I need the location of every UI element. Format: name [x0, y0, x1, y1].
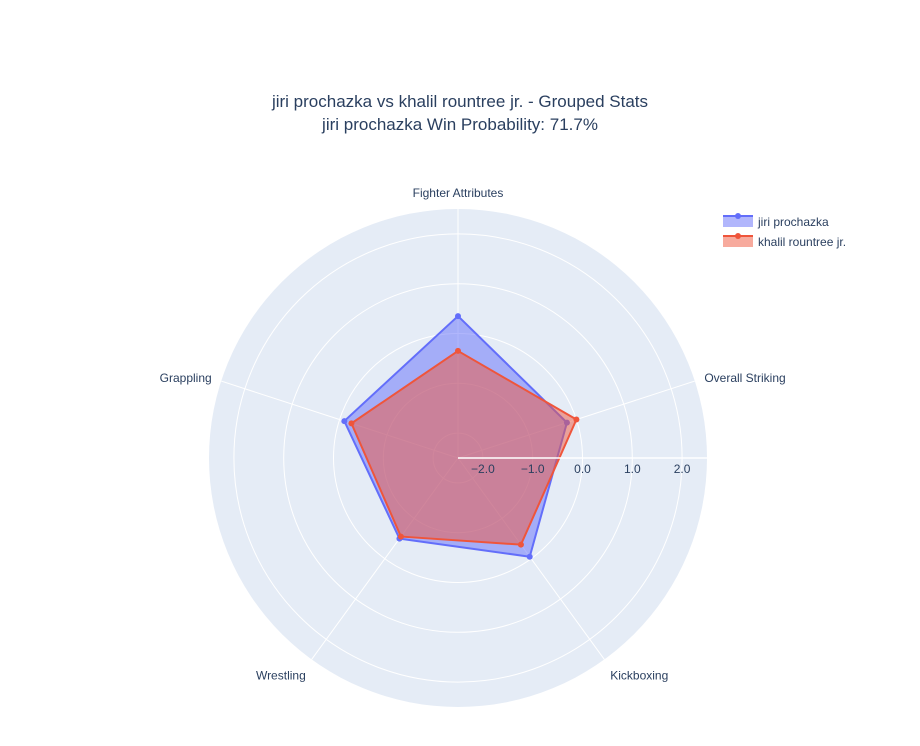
- radial-tick-label: 0.0: [574, 462, 591, 476]
- legend-marker: [735, 213, 741, 219]
- legend[interactable]: jiri prochazka khalil rountree jr.: [723, 213, 846, 249]
- data-point: [517, 541, 524, 548]
- angular-axis-labels: Fighter Attributes Overall Striking Kickbo…: [160, 186, 786, 683]
- category-label: Kickboxing: [610, 669, 668, 683]
- radial-tick-label: −2.0: [471, 462, 495, 476]
- radial-tick-label: 1.0: [624, 462, 641, 476]
- radial-axis: −2.0 −1.0 0.0 1.0 2.0: [458, 457, 707, 476]
- category-label: Grappling: [160, 371, 212, 385]
- legend-label: jiri prochazka: [757, 215, 829, 229]
- data-point: [397, 533, 404, 540]
- chart-subtitle: jiri prochazka Win Probability: 71.7%: [322, 115, 598, 134]
- legend-item[interactable]: jiri prochazka: [723, 213, 829, 229]
- data-point: [341, 418, 348, 425]
- data-point: [455, 313, 461, 320]
- legend-item[interactable]: khalil rountree jr.: [723, 233, 846, 249]
- legend-swatch: [723, 236, 753, 247]
- category-label: Overall Striking: [704, 371, 785, 385]
- data-point: [573, 416, 580, 423]
- legend-label: khalil rountree jr.: [758, 235, 846, 249]
- data-point: [526, 553, 533, 560]
- series-area: [350, 349, 578, 546]
- radial-tick-label: −1.0: [521, 462, 545, 476]
- legend-marker: [735, 233, 741, 239]
- radial-tick-label: 2.0: [674, 462, 691, 476]
- data-point: [455, 347, 461, 354]
- category-label: Fighter Attributes: [413, 186, 504, 200]
- legend-swatch: [723, 216, 753, 227]
- category-label: Wrestling: [256, 669, 306, 683]
- chart-title: jiri prochazka vs khalil rountree jr. - …: [271, 92, 649, 111]
- data-point: [348, 420, 355, 427]
- series-layer: [341, 313, 580, 560]
- series-2: [348, 347, 580, 548]
